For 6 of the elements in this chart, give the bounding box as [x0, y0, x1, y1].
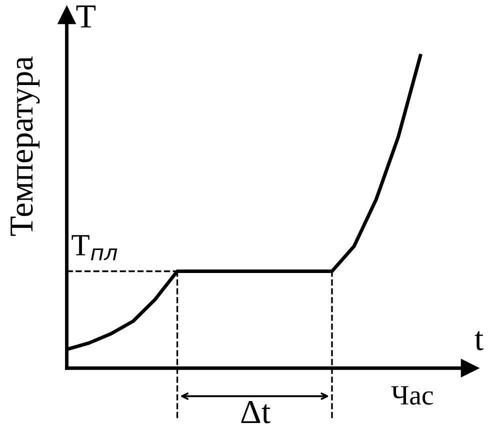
x-axis-title: t	[474, 331, 484, 350]
y-axis-title: Температура	[10, 56, 40, 236]
text: T	[76, 6, 96, 28]
text: Δt	[241, 400, 270, 424]
text: Час	[391, 386, 433, 405]
ref-line-label: T$_{пл}$	[72, 235, 118, 260]
